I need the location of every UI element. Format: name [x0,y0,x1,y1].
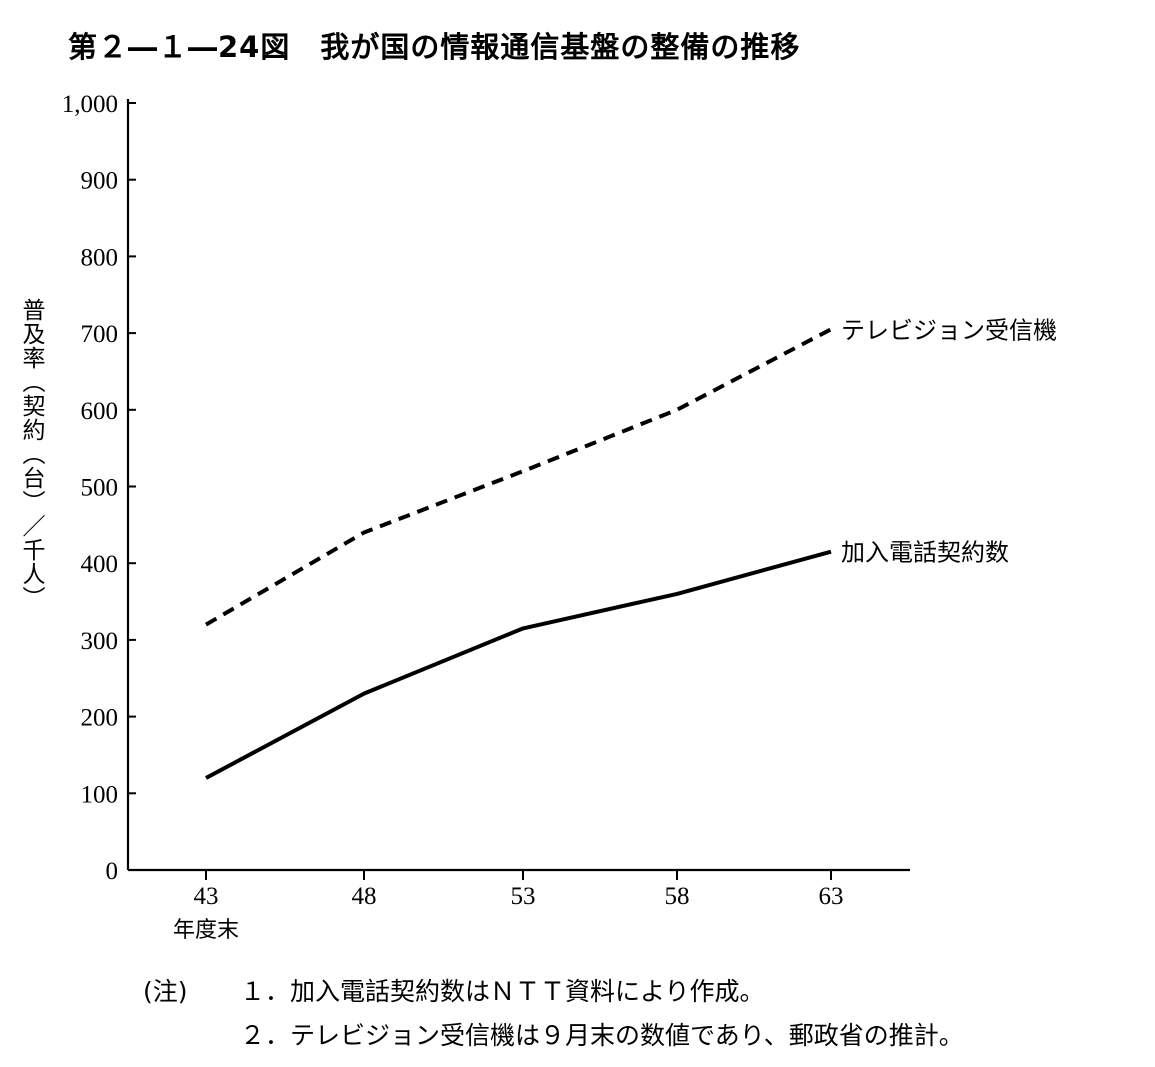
x-axis-label: 年度末 [173,918,239,943]
y-tick-label: 400 [81,551,119,578]
chart-axes [126,99,910,872]
y-tick-label: 100 [81,781,119,808]
x-tick-label: 63 [819,883,844,910]
x-tick-label: 58 [665,883,690,910]
series-label-1: 加入電話契約数 [841,539,1009,567]
y-axis-ticks: 0 100 200 300 400 500 600 700 800 900 1,000 [62,91,136,885]
y-tick-label: 1,000 [62,91,118,118]
x-tick-label: 48 [352,883,377,910]
y-tick-label: 200 [81,705,119,732]
series-label-0: テレビジョン受信機 [841,316,1057,344]
note-item-1: １．加入電話契約数はＮＴＴ資料により作成。 [240,977,765,1006]
x-tick-label: 53 [511,883,536,910]
y-tick-label: 0 [106,858,119,885]
y-tick-label: 600 [81,398,119,425]
y-tick-label: 500 [81,475,119,502]
x-tick-label: 43 [194,883,219,910]
series-line-0 [204,327,832,627]
y-tick-label: 900 [81,168,119,195]
chart-title: 第２―１―24図 我が国の情報通信基盤の整備の推移 [68,30,801,64]
chart-series [204,327,832,780]
y-tick-label: 800 [81,244,119,271]
x-axis-ticks: 43 48 53 58 63 年度末 [173,870,844,943]
y-tick-label: 700 [81,321,119,348]
series-line-1 [205,549,832,780]
notes-prefix: (注) [143,977,188,1006]
note-item-2: ２．テレビジョン受信機は９月末の数値であり、郵政省の推計。 [240,1021,964,1050]
y-tick-label: 300 [81,628,119,655]
y-axis-label: 普及率（契約（台）／千人） [18,298,44,610]
